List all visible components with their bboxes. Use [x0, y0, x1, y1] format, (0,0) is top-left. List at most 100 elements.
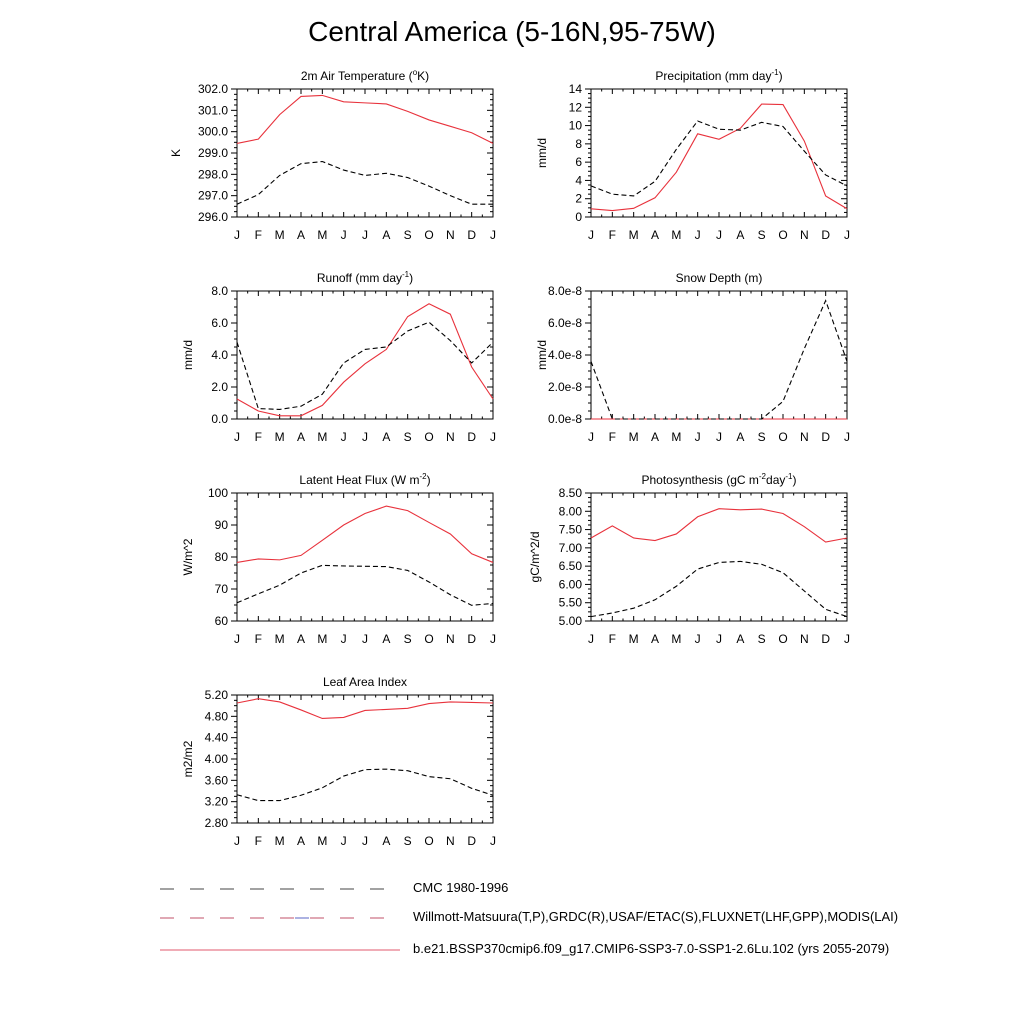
panel-title: Photosynthesis (gC m-2day-1): [642, 472, 797, 487]
y-tick-label: 8.50: [559, 486, 583, 500]
x-tick-label: M: [317, 228, 327, 242]
y-tick-label: 2.0: [211, 380, 228, 394]
y-tick-label: 7.50: [559, 523, 583, 537]
y-axis-label: m2/m2: [181, 740, 195, 777]
panel-title-part: day: [766, 473, 785, 487]
x-tick-label: J: [490, 228, 496, 242]
chart-panel-2: Runoff (mm day-1)mm/dJ F M A M J J A S O N D J0.02.0…: [181, 270, 496, 444]
plot-frame: [590, 492, 848, 622]
panel-title: 2m Air Temperature (oK): [301, 68, 429, 83]
x-tick-label: S: [404, 834, 412, 848]
series-line-obs: [236, 321, 494, 410]
x-tick-label: A: [297, 228, 305, 242]
y-tick-label: 70: [215, 582, 229, 596]
series-line-obs: [590, 560, 848, 618]
x-tick-label: M: [275, 228, 285, 242]
x-tick-label: J: [341, 430, 347, 444]
series-line-obs: [236, 768, 494, 802]
x-tick-label: M: [317, 632, 327, 646]
y-tick-label: 0.0: [211, 412, 228, 426]
y-tick-label: 2: [575, 192, 582, 206]
y-tick-label: 5.20: [205, 688, 229, 702]
x-tick-label: J: [716, 430, 722, 444]
y-tick-label: 80: [215, 550, 229, 564]
x-tick-label: J: [490, 834, 496, 848]
series-line-model: [236, 698, 494, 720]
series-line-model: [236, 303, 494, 417]
y-tick-label: 8.0e-8: [548, 284, 582, 298]
x-tick-label: A: [297, 430, 305, 444]
x-tick-label: J: [716, 228, 722, 242]
x-tick-label: A: [297, 632, 305, 646]
x-tick-label: S: [758, 228, 766, 242]
series-line-obs: [236, 160, 493, 205]
x-tick-label: J: [341, 228, 347, 242]
panel-title-part: Snow Depth (m): [676, 271, 763, 285]
x-tick-label: M: [317, 834, 327, 848]
chart-panel-4: Latent Heat Flux (W m-2)W/m^2J F M A M J J A S O N…: [181, 472, 496, 646]
x-tick-label: D: [467, 228, 476, 242]
x-tick-label: J: [695, 632, 701, 646]
x-tick-label: J: [490, 430, 496, 444]
x-tick-label: A: [736, 430, 744, 444]
panel-title: Runoff (mm day-1): [317, 270, 413, 285]
x-tick-label: A: [382, 430, 390, 444]
y-tick-label: 4.80: [205, 709, 229, 723]
panel-title-superscript: -1: [402, 270, 410, 279]
legend-entry-obs: Willmott-Matsuura(T,P),GRDC(R),USAF/ETAC…: [160, 909, 898, 929]
x-tick-label: D: [467, 834, 476, 848]
y-tick-label: 302.0: [198, 82, 228, 96]
x-tick-label: J: [362, 430, 368, 444]
legend-label-cmc: CMC 1980-1996: [413, 880, 509, 895]
panel-title-part: ): [409, 271, 413, 285]
series-line-obs: [590, 120, 848, 197]
figure-title: Central America (5-16N,95-75W): [308, 16, 716, 47]
x-tick-label: O: [778, 228, 787, 242]
series-line-obs: [236, 564, 494, 606]
series-line-model: [236, 94, 494, 144]
x-tick-label: O: [778, 632, 787, 646]
y-tick-label: 7.00: [559, 541, 583, 555]
panel-title-part: K): [417, 69, 429, 83]
series-line-model: [590, 508, 848, 543]
y-tick-label: 296.0: [198, 210, 228, 224]
legend-label-model: b.e21.BSSP370cmip6.f09_g17.CMIP6-SSP3-7.…: [413, 941, 890, 956]
y-tick-label: 2.0e-8: [548, 380, 582, 394]
plot-frame: [236, 694, 494, 824]
x-tick-label: A: [651, 632, 659, 646]
y-tick-label: 100: [208, 486, 228, 500]
y-tick-label: 8.0: [211, 284, 228, 298]
x-tick-label: A: [651, 430, 659, 444]
x-tick-label: M: [629, 430, 639, 444]
x-tick-label: J: [234, 834, 240, 848]
legend-line-dashed-colored: [160, 917, 390, 919]
x-tick-label: M: [629, 228, 639, 242]
y-tick-label: 298.0: [198, 167, 228, 181]
x-tick-label: J: [588, 430, 594, 444]
y-tick-label: 10: [569, 119, 583, 133]
panel-title: Precipitation (mm day-1): [655, 68, 782, 83]
x-tick-label: J: [695, 430, 701, 444]
y-tick-label: 3.20: [205, 795, 229, 809]
plot-frame: [236, 492, 494, 622]
x-tick-label: A: [736, 632, 744, 646]
panel-title: Leaf Area Index: [323, 675, 407, 689]
panel-title: Snow Depth (m): [676, 271, 763, 285]
series-line-model: [236, 505, 494, 563]
y-tick-label: 297.0: [198, 189, 228, 203]
y-tick-label: 5.50: [559, 596, 583, 610]
y-tick-label: 14: [569, 82, 583, 96]
panel-title-superscript: o: [413, 68, 418, 77]
y-tick-label: 301.0: [198, 103, 228, 117]
panel-title-superscript: -1: [785, 472, 793, 481]
chart-panel-5: Photosynthesis (gC m-2day-1)gC/m^2/dJ F M A…: [528, 472, 850, 646]
y-tick-label: 6.00: [559, 577, 583, 591]
panel-title-part: Leaf Area Index: [323, 675, 407, 689]
y-axis-label: mm/d: [181, 340, 195, 370]
x-tick-label: J: [588, 228, 594, 242]
x-tick-label: M: [317, 430, 327, 444]
x-tick-label: A: [382, 632, 390, 646]
x-tick-label: S: [404, 228, 412, 242]
